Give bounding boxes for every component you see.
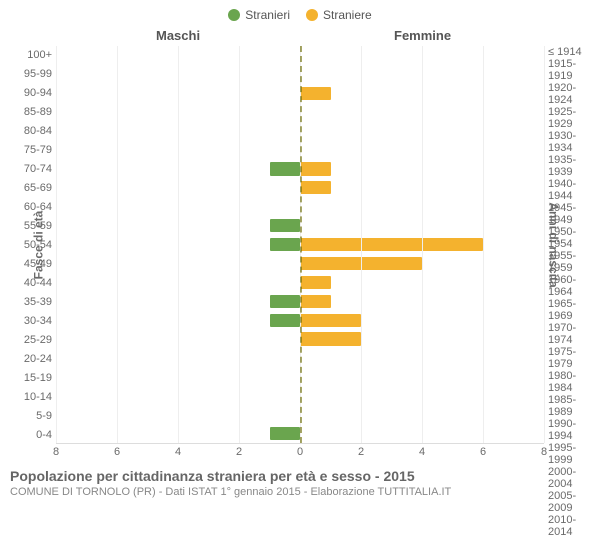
y-tick-age: 70-74 xyxy=(10,160,52,179)
zero-line xyxy=(300,46,302,443)
bar-female xyxy=(300,314,361,327)
gridline xyxy=(422,46,423,443)
y-tick-age: 10-14 xyxy=(10,387,52,406)
legend-item: Stranieri xyxy=(228,8,290,22)
y-tick-birth: 2000-2004 xyxy=(548,466,590,490)
bar-female xyxy=(300,87,331,100)
x-tick: 8 xyxy=(53,446,59,458)
y-tick-age: 100+ xyxy=(10,46,52,65)
x-axis: 8 6 4 2 0 2 4 6 8 xyxy=(56,444,544,462)
footer: Popolazione per cittadinanza straniera p… xyxy=(10,468,590,498)
bar-male xyxy=(270,295,301,308)
gridline xyxy=(178,46,179,443)
bar-male xyxy=(270,238,301,251)
legend-label: Stranieri xyxy=(245,8,290,22)
x-tick: 4 xyxy=(175,446,181,458)
x-tick: 4 xyxy=(419,446,425,458)
bar-female xyxy=(300,332,361,345)
x-tick: 2 xyxy=(358,446,364,458)
chart-container: Stranieri Straniere Maschi Femmine Fasce … xyxy=(0,0,600,500)
x-tick: 6 xyxy=(480,446,486,458)
y-axis-title-left: Fasce di età xyxy=(31,211,45,280)
y-tick-birth: 1985-1989 xyxy=(548,394,590,418)
y-tick-age: 15-19 xyxy=(10,368,52,387)
bar-female xyxy=(300,162,331,175)
gridline xyxy=(56,46,57,443)
y-tick-age: 85-89 xyxy=(10,103,52,122)
bar-male xyxy=(270,162,301,175)
bar-female xyxy=(300,295,331,308)
bar-female xyxy=(300,276,331,289)
y-tick-age: 75-79 xyxy=(10,141,52,160)
y-tick-birth: 2010-2014 xyxy=(548,514,590,538)
y-tick-birth: 1980-1984 xyxy=(548,370,590,394)
y-axis-title-right: Anni di nascita xyxy=(546,202,560,287)
plot xyxy=(56,46,544,444)
y-tick-age: 25-29 xyxy=(10,330,52,349)
legend-dot xyxy=(306,9,318,21)
y-tick-age: 30-34 xyxy=(10,311,52,330)
plot-area: Fasce di età Anni di nascita 100+95-9990… xyxy=(10,46,590,444)
bar-male xyxy=(270,314,301,327)
y-tick-birth: 1975-1979 xyxy=(548,346,590,370)
y-tick-birth: 1940-1944 xyxy=(548,178,590,202)
y-tick-age: 20-24 xyxy=(10,349,52,368)
y-tick-birth: 1935-1939 xyxy=(548,154,590,178)
gridline xyxy=(483,46,484,443)
y-tick-age: 95-99 xyxy=(10,65,52,84)
legend-dot xyxy=(228,9,240,21)
x-tick: 6 xyxy=(114,446,120,458)
legend: Stranieri Straniere xyxy=(10,8,590,24)
y-tick-birth: 1925-1929 xyxy=(548,106,590,130)
bar-male xyxy=(270,219,301,232)
y-tick-birth: 1995-1999 xyxy=(548,442,590,466)
column-titles: Maschi Femmine xyxy=(10,28,590,46)
x-tick: 0 xyxy=(297,446,303,458)
x-tick: 8 xyxy=(541,446,547,458)
y-tick-age: 0-4 xyxy=(10,425,52,444)
y-tick-age: 80-84 xyxy=(10,122,52,141)
legend-item: Straniere xyxy=(306,8,372,22)
x-tick: 2 xyxy=(236,446,242,458)
y-tick-birth: 1915-1919 xyxy=(548,58,590,82)
gridline xyxy=(239,46,240,443)
y-tick-birth: 2005-2009 xyxy=(548,490,590,514)
chart-subtitle: COMUNE DI TORNOLO (PR) - Dati ISTAT 1° g… xyxy=(10,486,590,498)
column-title-femmine: Femmine xyxy=(394,28,451,43)
chart-title: Popolazione per cittadinanza straniera p… xyxy=(10,468,590,484)
column-title-maschi: Maschi xyxy=(156,28,200,43)
y-tick-birth: ≤ 1914 xyxy=(548,46,590,58)
gridline xyxy=(117,46,118,443)
y-tick-age: 5-9 xyxy=(10,406,52,425)
bar-male xyxy=(270,427,301,440)
bar-female xyxy=(300,181,331,194)
y-tick-birth: 1965-1969 xyxy=(548,298,590,322)
y-tick-birth: 1970-1974 xyxy=(548,322,590,346)
legend-label: Straniere xyxy=(323,8,372,22)
y-tick-birth: 1990-1994 xyxy=(548,418,590,442)
y-tick-age: 65-69 xyxy=(10,179,52,198)
y-tick-birth: 1920-1924 xyxy=(548,82,590,106)
gridline xyxy=(544,46,545,443)
y-tick-age: 90-94 xyxy=(10,84,52,103)
y-tick-age: 35-39 xyxy=(10,292,52,311)
bar-female xyxy=(300,238,483,251)
gridline xyxy=(361,46,362,443)
y-tick-birth: 1930-1934 xyxy=(548,130,590,154)
